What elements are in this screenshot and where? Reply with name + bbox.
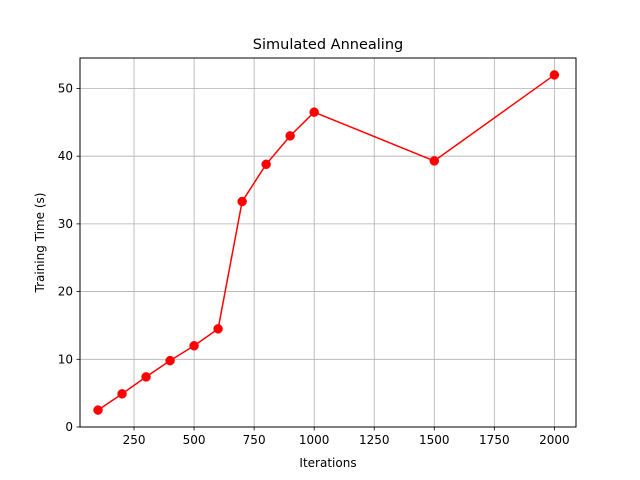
data-point: [213, 324, 223, 334]
y-tick-label: 50: [58, 81, 73, 95]
x-axis-label: Iterations: [299, 456, 356, 470]
y-axis-label: Training Time (s): [33, 193, 47, 294]
series-line: [97, 74, 555, 411]
y-tick-label: 30: [58, 217, 73, 231]
y-tick-label: 40: [58, 149, 73, 163]
data-point: [165, 355, 175, 366]
data-point: [309, 107, 319, 117]
x-tick-label: 750: [243, 433, 266, 447]
x-tick-label: 1250: [359, 433, 390, 447]
data-point: [285, 131, 295, 141]
x-tick-label: 1000: [299, 433, 330, 447]
data-point: [261, 159, 271, 170]
y-tick-label: 10: [58, 352, 73, 366]
data-point: [189, 341, 199, 351]
data-point: [549, 70, 560, 80]
data-point: [93, 405, 103, 415]
data-point: [237, 196, 247, 207]
y-tick-label: 0: [65, 420, 73, 434]
y-axis: 0 10 20 30 40 50: [58, 81, 80, 434]
x-axis: 250 500 750 1000 1250 1500 1750 2000: [123, 427, 570, 447]
grid-lines: [80, 58, 576, 428]
data-point: [117, 389, 127, 399]
x-tick-label: 1750: [479, 433, 510, 447]
plot-frame: [79, 57, 577, 428]
data-point: [429, 156, 440, 166]
x-tick-label: 250: [123, 433, 146, 447]
x-tick-label: 1500: [419, 433, 450, 447]
chart-title: Simulated Annealing: [253, 37, 403, 53]
x-tick-label: 2000: [539, 433, 570, 447]
series-layer: [93, 70, 560, 415]
data-point: [141, 372, 151, 382]
x-tick-label: 500: [183, 433, 206, 447]
y-tick-label: 20: [58, 285, 73, 299]
